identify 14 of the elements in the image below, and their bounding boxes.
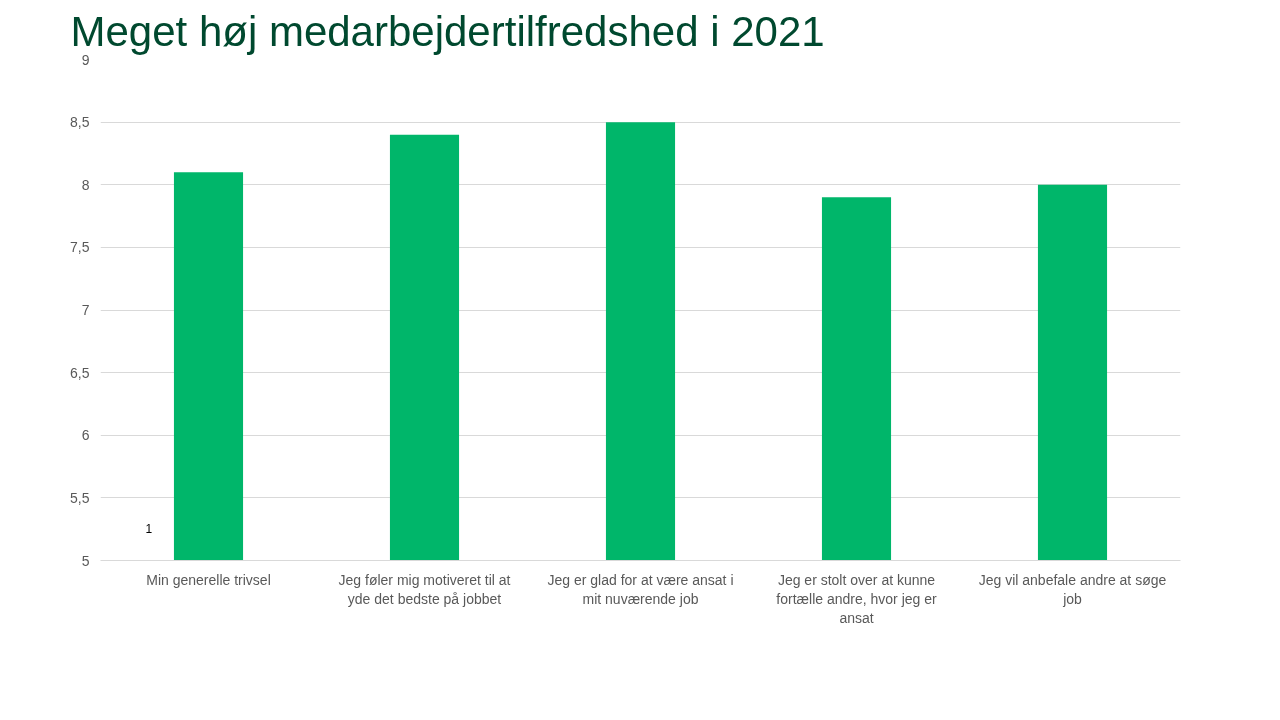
y-tick-label: 7,5 [70, 239, 90, 256]
y-tick-label: 6,5 [70, 364, 90, 381]
y-tick-label: 5 [81, 552, 90, 569]
annotation: 1 [145, 521, 153, 536]
x-tick-label: Jeg er stolt over at kunne fortælle andre, hvor jeg er ansat [776, 571, 937, 626]
y-tick-label: 5,5 [70, 489, 90, 506]
x-tick-label: Jeg vil anbefale andre at søge job [978, 571, 1167, 607]
x-tick-label: Jeg føler mig motiveret til at yde det bedste på jobbet [338, 571, 511, 607]
y-tick-label: 7 [81, 302, 90, 318]
y-tick-label: 8 [81, 176, 90, 193]
x-tick-label: Jeg er glad for at være ansat i mit nuværende job [547, 571, 734, 607]
y-tick-label: 8,5 [70, 114, 90, 131]
y-tick-label: 6 [81, 427, 90, 444]
x-tick-label: Min generelle trivsel [146, 571, 271, 588]
